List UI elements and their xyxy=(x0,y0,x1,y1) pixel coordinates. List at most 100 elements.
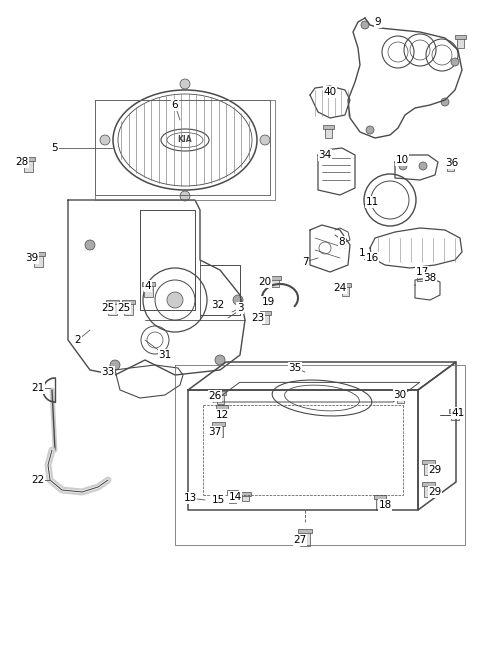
Text: 16: 16 xyxy=(365,253,379,263)
Text: 26: 26 xyxy=(208,391,222,401)
Text: 21: 21 xyxy=(31,383,45,393)
Text: 36: 36 xyxy=(445,158,458,168)
Circle shape xyxy=(110,360,120,370)
Bar xyxy=(214,496,222,504)
Bar xyxy=(323,125,334,129)
Bar xyxy=(265,277,279,287)
Text: 40: 40 xyxy=(324,87,336,97)
Bar xyxy=(395,390,406,394)
Circle shape xyxy=(441,98,449,106)
Bar xyxy=(34,253,43,267)
Text: 35: 35 xyxy=(288,363,301,373)
Bar xyxy=(108,301,117,315)
Circle shape xyxy=(167,292,183,308)
Circle shape xyxy=(366,126,374,134)
Bar xyxy=(455,35,466,39)
Bar xyxy=(216,405,228,409)
Text: 12: 12 xyxy=(216,410,228,420)
Bar xyxy=(421,482,434,486)
Text: 23: 23 xyxy=(252,313,264,323)
Text: 20: 20 xyxy=(258,277,272,287)
Bar xyxy=(24,158,33,172)
Bar xyxy=(121,300,134,304)
Text: 10: 10 xyxy=(396,155,408,165)
Bar xyxy=(341,284,348,296)
Bar xyxy=(260,311,271,315)
Bar xyxy=(374,495,386,499)
Text: 41: 41 xyxy=(451,408,465,418)
Text: 37: 37 xyxy=(208,427,222,437)
Text: 7: 7 xyxy=(302,257,308,267)
Bar xyxy=(216,392,224,404)
Bar xyxy=(324,126,332,138)
Circle shape xyxy=(233,295,243,305)
Text: 27: 27 xyxy=(293,535,307,545)
Bar xyxy=(123,301,132,315)
Text: 8: 8 xyxy=(339,237,345,247)
Text: 29: 29 xyxy=(428,487,442,497)
Text: 2: 2 xyxy=(75,335,81,345)
Circle shape xyxy=(451,58,459,66)
Bar xyxy=(228,491,236,503)
Circle shape xyxy=(180,79,190,89)
Bar xyxy=(415,268,425,272)
Bar xyxy=(262,312,268,324)
Bar xyxy=(423,461,432,475)
Text: 25: 25 xyxy=(118,303,131,313)
Circle shape xyxy=(180,191,190,201)
Text: 19: 19 xyxy=(262,297,275,307)
Circle shape xyxy=(85,240,95,250)
Text: 18: 18 xyxy=(378,500,392,510)
Bar xyxy=(300,530,310,546)
Text: 22: 22 xyxy=(31,475,45,485)
Bar xyxy=(106,300,119,304)
Bar xyxy=(22,157,35,161)
Text: 6: 6 xyxy=(172,100,178,110)
Bar xyxy=(240,492,251,496)
Text: 30: 30 xyxy=(394,390,407,400)
Text: 11: 11 xyxy=(365,197,379,207)
Bar xyxy=(421,460,434,464)
Bar xyxy=(212,495,224,499)
Bar xyxy=(456,36,464,48)
Text: 29: 29 xyxy=(428,465,442,475)
Circle shape xyxy=(419,162,427,170)
Text: 9: 9 xyxy=(375,17,381,27)
Text: 24: 24 xyxy=(334,283,347,293)
Text: 39: 39 xyxy=(25,253,38,263)
Bar xyxy=(263,276,281,280)
Text: 13: 13 xyxy=(183,493,197,503)
Text: 31: 31 xyxy=(158,350,172,360)
Bar xyxy=(241,493,249,501)
Text: 38: 38 xyxy=(423,273,437,283)
Text: 25: 25 xyxy=(101,303,115,313)
Bar xyxy=(212,422,225,426)
Bar xyxy=(446,159,454,171)
Bar xyxy=(449,409,461,413)
Bar xyxy=(32,252,45,256)
Circle shape xyxy=(100,135,110,145)
Bar xyxy=(376,496,384,510)
Text: 3: 3 xyxy=(237,303,243,313)
Text: 33: 33 xyxy=(101,367,115,377)
Bar xyxy=(218,406,226,414)
Bar xyxy=(423,483,432,497)
Bar xyxy=(142,282,155,286)
Bar xyxy=(339,283,350,287)
Text: 17: 17 xyxy=(415,267,429,277)
Bar xyxy=(444,158,456,162)
Text: KIA: KIA xyxy=(178,135,192,145)
Bar xyxy=(396,391,404,403)
Circle shape xyxy=(361,21,369,29)
Bar xyxy=(451,410,459,420)
Bar xyxy=(298,529,312,533)
Bar xyxy=(417,269,423,281)
Text: 5: 5 xyxy=(52,143,58,153)
Circle shape xyxy=(215,355,225,365)
Text: 34: 34 xyxy=(318,150,332,160)
Circle shape xyxy=(399,162,407,170)
Text: 15: 15 xyxy=(211,495,225,505)
Text: 1: 1 xyxy=(359,248,365,258)
Bar xyxy=(227,490,238,494)
Text: 32: 32 xyxy=(211,300,225,310)
